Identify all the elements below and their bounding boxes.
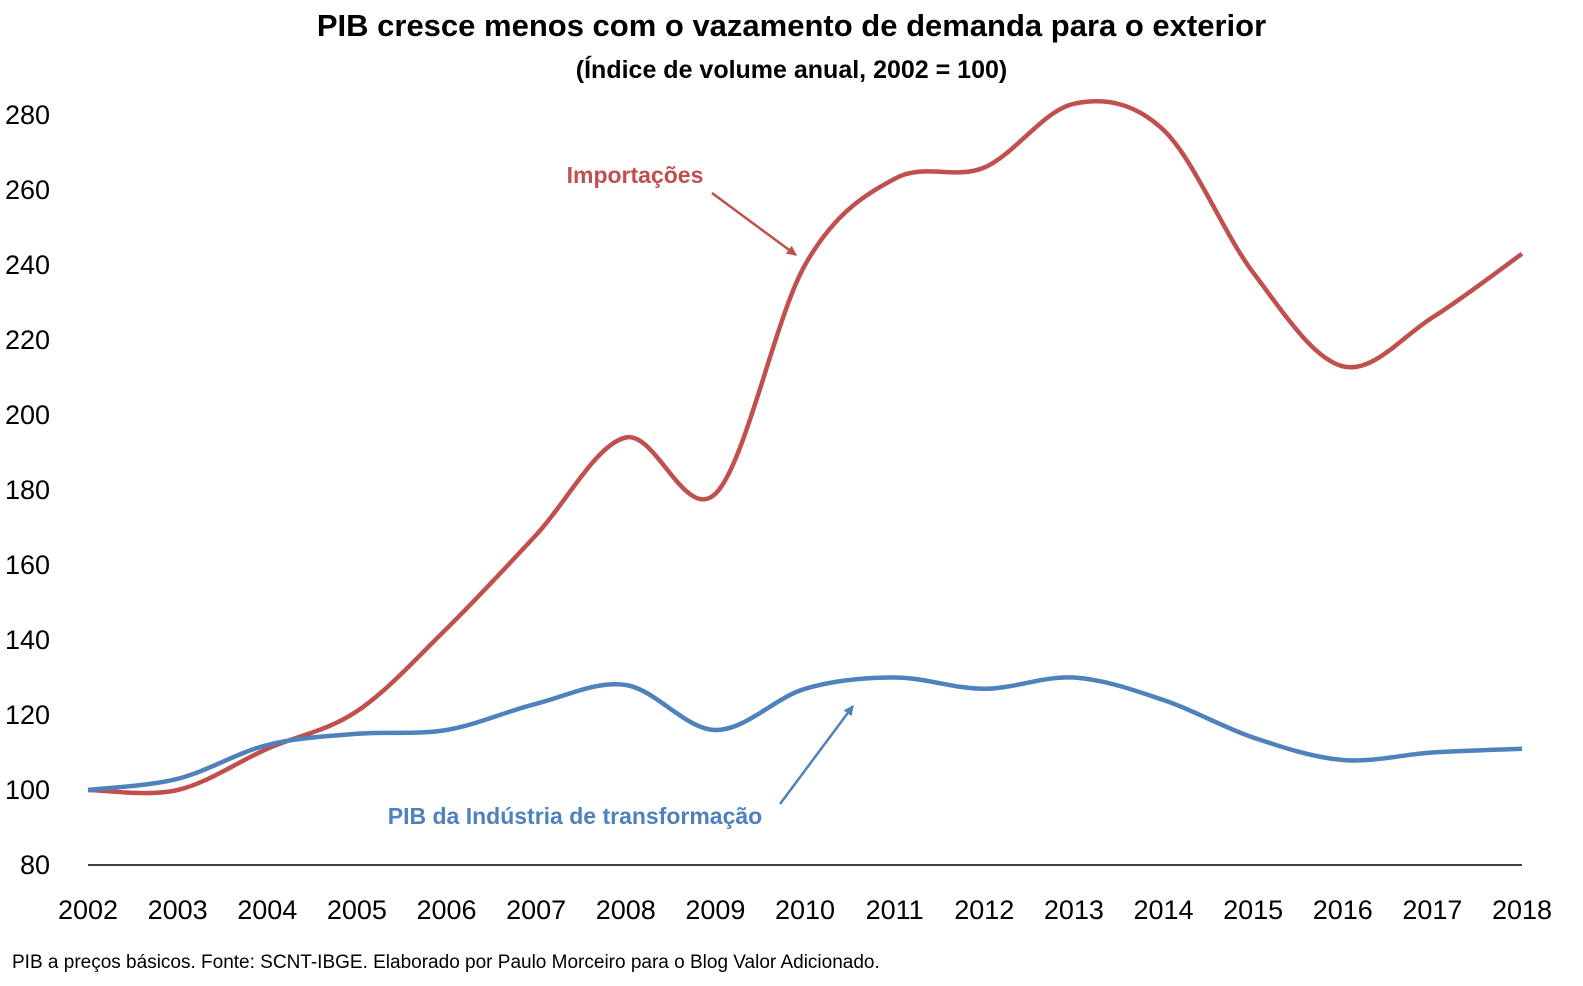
series-line-importacoes	[87, 99, 1524, 796]
y-tick-label: 120	[5, 700, 50, 730]
chart-annotations: Importações PIB da Indústria de transform…	[388, 162, 855, 829]
x-tick-label: 2015	[1223, 895, 1283, 925]
x-tick-label: 2006	[416, 895, 476, 925]
x-tick-label: 2016	[1313, 895, 1373, 925]
y-tick-label: 80	[20, 850, 50, 880]
series-lines	[87, 99, 1524, 796]
y-axis-ticks: 80 100 120 140 160 180 200 220 240 260 280	[5, 100, 50, 880]
x-tick-label: 2012	[954, 895, 1014, 925]
x-axis-ticks: 2002 2003 2004 2005 2006 2007 2008 2009 2010 2011…	[58, 895, 1552, 925]
y-tick-label: 100	[5, 775, 50, 805]
x-tick-label: 2005	[327, 895, 387, 925]
x-tick-label: 2013	[1044, 895, 1104, 925]
x-tick-label: 2007	[506, 895, 566, 925]
x-tick-label: 2003	[148, 895, 208, 925]
x-tick-label: 2004	[237, 895, 297, 925]
source-footnote: PIB a preços básicos. Fonte: SCNT-IBGE. …	[12, 952, 880, 973]
arrow-importacoes	[711, 191, 797, 257]
x-tick-label: 2011	[866, 895, 924, 925]
annotation-importacoes: Importações	[567, 162, 704, 188]
y-tick-label: 220	[5, 325, 50, 355]
chart-title: PIB cresce menos com o vazamento de dema…	[316, 8, 1267, 43]
x-tick-label: 2002	[58, 895, 118, 925]
x-tick-label: 2008	[596, 895, 656, 925]
y-tick-label: 240	[5, 250, 50, 280]
x-tick-label: 2014	[1133, 895, 1193, 925]
x-tick-label: 2018	[1492, 895, 1552, 925]
x-tick-label: 2009	[685, 895, 745, 925]
series-line-pib-industria	[87, 675, 1523, 793]
y-tick-label: 160	[5, 550, 50, 580]
y-tick-label: 260	[5, 175, 50, 205]
y-tick-label: 200	[5, 400, 50, 430]
x-tick-label: 2010	[775, 895, 835, 925]
y-tick-label: 180	[5, 475, 50, 505]
y-tick-label: 280	[5, 100, 50, 130]
annotation-pib-industria: PIB da Indústria de transformação	[388, 803, 762, 829]
arrow-pib-industria	[778, 705, 855, 805]
x-tick-label: 2017	[1402, 895, 1462, 925]
y-tick-label: 140	[5, 625, 50, 655]
chart-subtitle: (Índice de volume anual, 2002 = 100)	[575, 56, 1008, 84]
